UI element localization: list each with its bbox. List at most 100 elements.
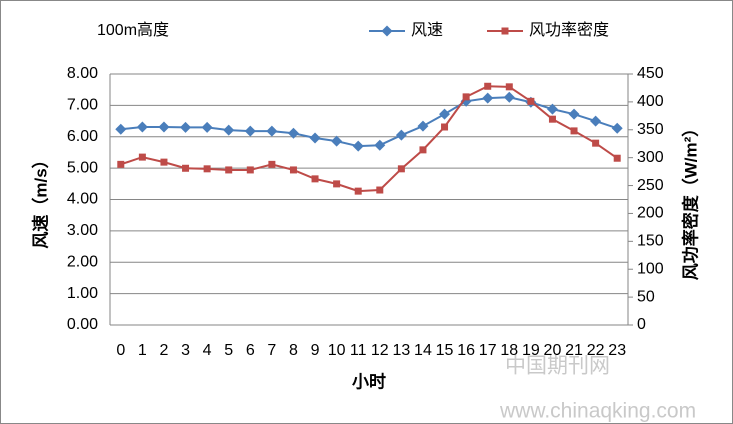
marker xyxy=(309,132,321,144)
marker xyxy=(289,166,297,174)
chart-title: 100m高度 xyxy=(97,21,169,39)
x-tick-label: 22 xyxy=(587,342,605,359)
x-tick-label: 18 xyxy=(500,342,518,359)
marker xyxy=(266,125,278,137)
marker xyxy=(287,127,299,139)
marker xyxy=(333,180,341,188)
marker xyxy=(397,165,405,173)
y-axis-label: 风速（m/s） xyxy=(30,151,50,248)
legend-label: 风速 xyxy=(411,21,443,39)
marker xyxy=(203,165,211,173)
marker xyxy=(592,139,600,147)
marker xyxy=(244,125,256,137)
marker xyxy=(246,166,254,174)
x-tick-label: 1 xyxy=(138,342,147,359)
marker xyxy=(568,108,580,120)
marker xyxy=(503,91,515,103)
watermark: www.chinaqking.com xyxy=(499,400,696,423)
marker xyxy=(160,158,168,166)
x-tick-label: 3 xyxy=(181,342,190,359)
watermark: 中国期刊网 xyxy=(505,355,610,378)
marker xyxy=(376,186,384,194)
y-tick-label: 6.00 xyxy=(67,128,98,145)
x-tick-label: 13 xyxy=(392,342,410,359)
y-tick-label: 8.00 xyxy=(67,65,98,82)
y-tick-label: 5.00 xyxy=(67,159,98,176)
y2-tick-label: 350 xyxy=(637,121,664,138)
marker xyxy=(570,127,578,135)
x-tick-label: 10 xyxy=(328,342,346,359)
y2-axis-label: 风功率密度（W/m²） xyxy=(680,120,700,281)
legend-marker xyxy=(381,25,393,37)
marker xyxy=(462,93,470,101)
x-tick-label: 19 xyxy=(522,342,540,359)
marker xyxy=(223,124,235,136)
x-tick-label: 20 xyxy=(544,342,562,359)
x-tick-label: 2 xyxy=(160,342,169,359)
marker xyxy=(546,103,558,115)
marker xyxy=(441,123,449,131)
x-tick-label: 23 xyxy=(608,342,626,359)
marker xyxy=(482,92,494,104)
legend-marker xyxy=(501,27,509,35)
marker xyxy=(225,166,233,174)
marker xyxy=(158,121,170,133)
marker xyxy=(590,115,602,127)
marker xyxy=(505,83,513,91)
x-tick-label: 5 xyxy=(224,342,233,359)
marker xyxy=(138,153,146,161)
y2-tick-label: 200 xyxy=(637,205,664,222)
y2-tick-label: 100 xyxy=(637,260,664,277)
y-tick-label: 4.00 xyxy=(67,191,98,208)
x-tick-label: 7 xyxy=(267,342,276,359)
series-line xyxy=(120,85,618,193)
marker xyxy=(182,164,190,172)
marker xyxy=(354,187,362,195)
y2-tick-label: 0 xyxy=(637,316,646,333)
x-tick-label: 0 xyxy=(116,342,125,359)
x-tick-label: 21 xyxy=(565,342,583,359)
marker xyxy=(395,129,407,141)
y2-tick-label: 150 xyxy=(637,233,664,250)
y2-tick-label: 300 xyxy=(637,149,664,166)
marker xyxy=(180,121,192,133)
x-tick-label: 17 xyxy=(479,342,497,359)
x-tick-label: 9 xyxy=(311,342,320,359)
marker xyxy=(201,121,213,133)
x-tick-label: 8 xyxy=(289,342,298,359)
x-axis-label: 小时 xyxy=(352,372,386,391)
y2-tick-label: 400 xyxy=(637,93,664,110)
x-tick-label: 15 xyxy=(436,342,454,359)
marker xyxy=(117,160,125,168)
marker xyxy=(527,97,535,105)
marker xyxy=(548,115,556,123)
marker xyxy=(419,146,427,154)
marker xyxy=(352,140,364,152)
y2-tick-label: 250 xyxy=(637,177,664,194)
marker xyxy=(268,160,276,168)
marker xyxy=(331,135,343,147)
y2-tick-label: 50 xyxy=(637,288,655,305)
marker xyxy=(374,139,386,151)
y-tick-label: 7.00 xyxy=(67,97,98,114)
y-tick-label: 2.00 xyxy=(67,253,98,270)
marker xyxy=(613,154,621,162)
x-tick-label: 16 xyxy=(457,342,475,359)
marker xyxy=(115,123,127,135)
y2-tick-label: 450 xyxy=(637,65,664,82)
marker xyxy=(417,120,429,132)
marker xyxy=(439,108,451,120)
marker xyxy=(484,82,492,90)
x-tick-label: 14 xyxy=(414,342,432,359)
y-tick-label: 0.00 xyxy=(67,316,98,333)
x-tick-label: 4 xyxy=(203,342,212,359)
y-tick-label: 1.00 xyxy=(67,285,98,302)
legend-label: 风功率密度 xyxy=(529,21,609,39)
y-tick-label: 3.00 xyxy=(67,222,98,239)
marker xyxy=(311,175,319,183)
x-tick-label: 12 xyxy=(371,342,389,359)
x-tick-label: 11 xyxy=(350,342,367,359)
x-tick-label: 6 xyxy=(246,342,255,359)
